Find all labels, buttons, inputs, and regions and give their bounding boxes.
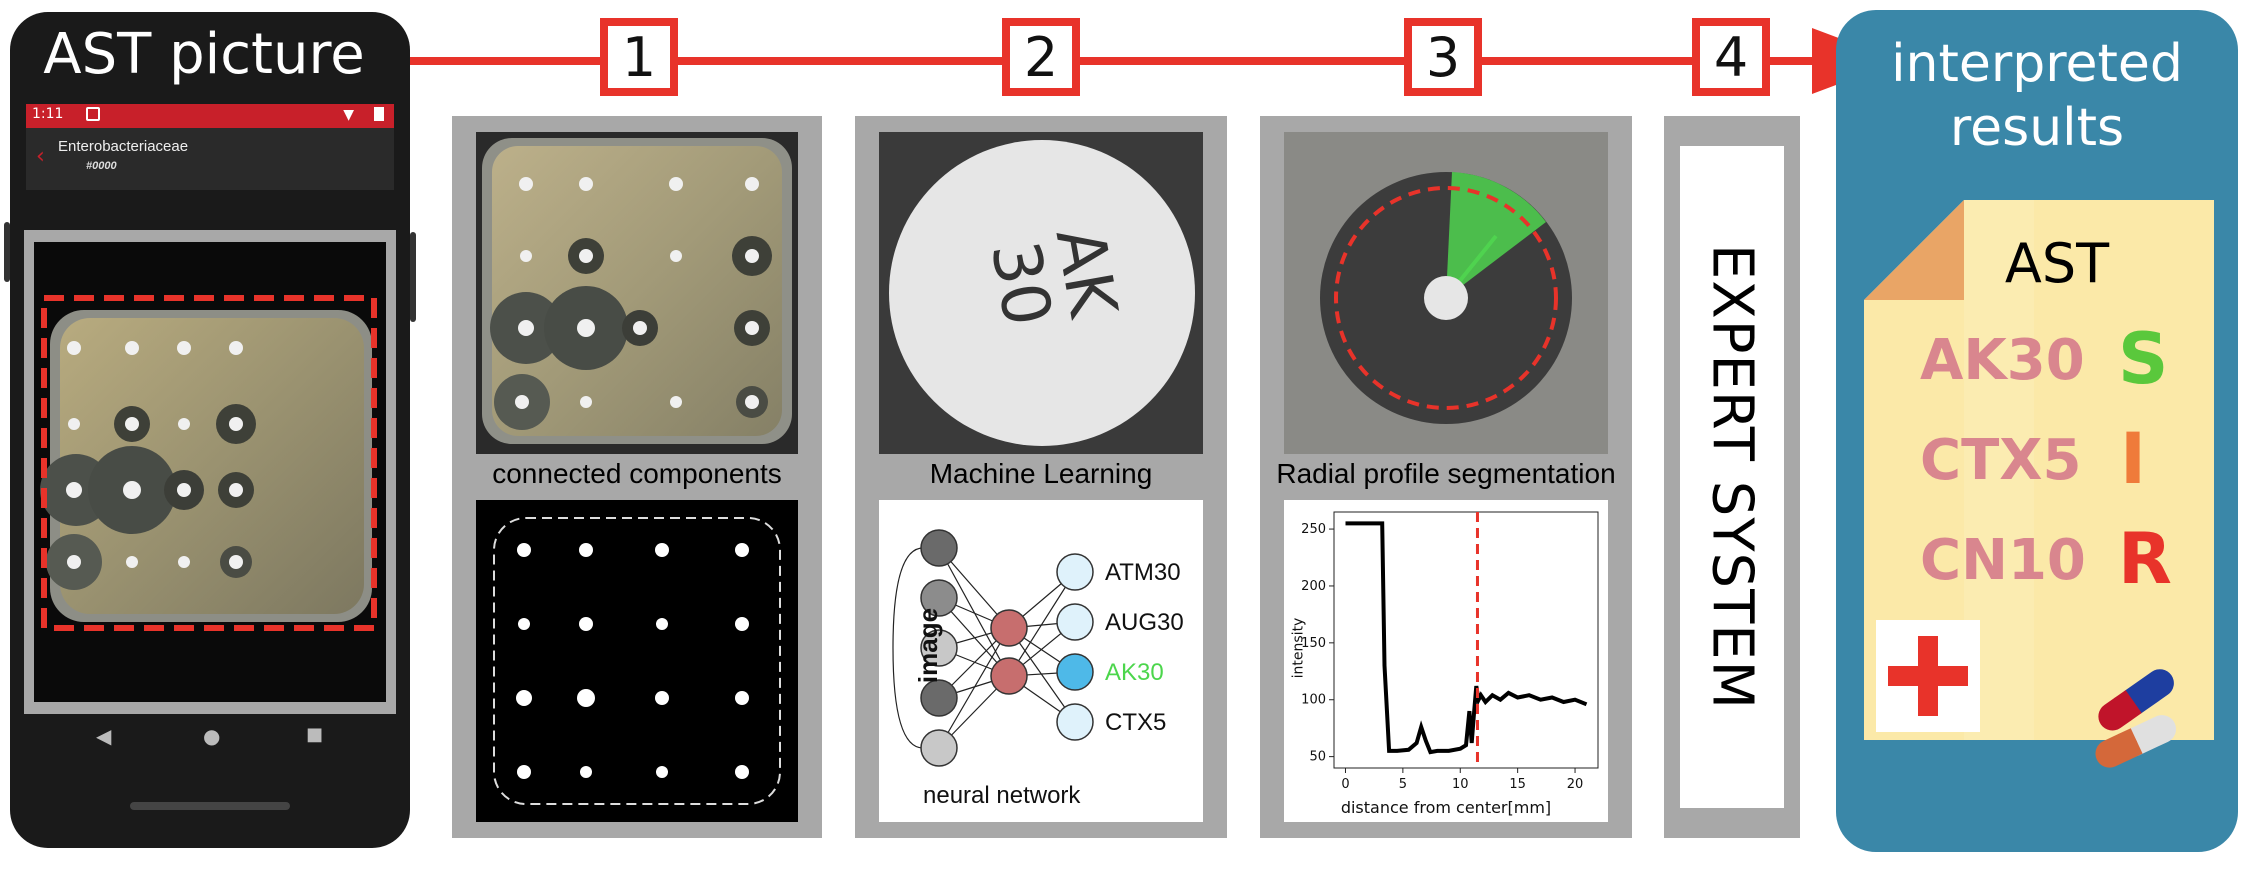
panel-radial-profile: Radial profile segmentation 0 5 10 15 20 50 10… xyxy=(1260,116,1632,838)
input-node xyxy=(920,529,958,567)
expert-system-box xyxy=(1680,146,1784,808)
binary-mask-image xyxy=(476,500,798,822)
output-node xyxy=(1056,703,1094,741)
step-3-label: 3 xyxy=(1425,25,1461,89)
pill-capsules-icon xyxy=(2095,669,2177,768)
input-node xyxy=(920,579,958,617)
y-tick-label: 150 xyxy=(1301,636,1326,651)
expert-system-label: EXPERT SYSTEM xyxy=(1699,244,1765,710)
x-tick-label: 20 xyxy=(1567,777,1584,792)
nav-back-button[interactable]: ◀ xyxy=(96,724,112,748)
status-bar: 1:11 ▼ xyxy=(26,104,394,128)
input-node xyxy=(920,629,958,667)
interpreted-results-card: interpreted results AST AK30 S CTX5 I CN… xyxy=(1836,10,2238,852)
back-icon[interactable]: ‹ xyxy=(36,144,45,169)
camera-viewport xyxy=(34,242,386,702)
report-document xyxy=(1864,200,2214,740)
result-value-r: R xyxy=(2118,518,2172,600)
step-2-label: 2 xyxy=(1023,25,1059,89)
neural-network-diagram: image ATM30 AUG30 AK30 CTX5 neural netwo… xyxy=(879,500,1203,822)
medical-cross-icon xyxy=(1876,620,1980,732)
app-header: ‹ Enterobacteriaceae #0000 xyxy=(26,128,394,190)
results-title-line2: results xyxy=(1949,98,2125,158)
x-tick-label: 0 xyxy=(1341,777,1349,792)
hidden-node xyxy=(990,657,1028,695)
input-label: image xyxy=(913,607,944,684)
report-heading: AST xyxy=(2004,232,2110,295)
radial-profile-svg: 0 5 10 15 20 50 100 150 200 250 xyxy=(1301,511,1599,792)
y-tick-label: 200 xyxy=(1301,579,1326,594)
x-tick-label: 15 xyxy=(1509,777,1526,792)
wifi-icon: ▼ xyxy=(343,107,354,123)
output-label-ctx5: CTX5 xyxy=(1105,709,1167,736)
result-value-s: S xyxy=(2118,318,2169,400)
ast-picture-title: AST picture xyxy=(43,22,365,87)
results-title: interpreted results xyxy=(1836,32,2238,160)
phone-side-button xyxy=(410,232,416,322)
step-3-box: 3 xyxy=(1404,18,1482,96)
results-title-line1: interpreted xyxy=(1891,34,2183,94)
step-4-box: 4 xyxy=(1692,18,1770,96)
battery-icon xyxy=(374,107,384,121)
neural-network-svg xyxy=(892,529,1094,767)
y-tick-label: 50 xyxy=(1309,750,1326,765)
phone-side-button xyxy=(4,222,10,282)
disk-closeup: AK 30 xyxy=(879,132,1203,454)
result-value-i: I xyxy=(2120,418,2147,500)
plot-frame xyxy=(1333,511,1599,769)
disk-label-line2: 30 xyxy=(976,235,1067,332)
step-2-box: 2 xyxy=(1002,18,1080,96)
intensity-line xyxy=(1345,521,1588,755)
phone-speaker xyxy=(130,802,290,810)
chart-y-label: intensity xyxy=(1290,617,1307,679)
notification-icon xyxy=(86,107,100,121)
radial-profile-chart: 0 5 10 15 20 50 100 150 200 250 distance from cen… xyxy=(1284,500,1608,822)
nav-home-button[interactable]: ● xyxy=(203,724,221,748)
panel-1-caption: connected components xyxy=(492,458,782,489)
plate-photo xyxy=(476,132,798,454)
result-name-cn10: CN10 xyxy=(1920,528,2086,593)
result-name-ak30: AK30 xyxy=(1920,328,2085,393)
y-tick-label: 100 xyxy=(1301,693,1326,708)
status-time: 1:11 xyxy=(32,106,64,122)
output-node xyxy=(1056,553,1094,591)
y-tick-label: 250 xyxy=(1301,522,1326,537)
phone-mockup: 1:11 ▼ ‹ Enterobacteriaceae #0000 xyxy=(4,12,416,848)
result-name-ctx5: CTX5 xyxy=(1920,428,2082,493)
ast-plate-photo xyxy=(40,295,377,631)
chart-x-label: distance from center[mm] xyxy=(1340,798,1552,817)
camera-frame xyxy=(24,230,396,714)
x-tick-label: 5 xyxy=(1399,777,1407,792)
header-title: Enterobacteriaceae xyxy=(58,138,189,155)
step-1-label: 1 xyxy=(621,25,657,89)
output-label-aug30: AUG30 xyxy=(1105,609,1184,636)
disk-zone-photo xyxy=(1284,132,1608,454)
output-label-ak30: AK30 xyxy=(1105,659,1164,686)
x-tick-label: 10 xyxy=(1452,777,1469,792)
step-1-box: 1 xyxy=(600,18,678,96)
panel-2-caption: Machine Learning xyxy=(929,458,1153,489)
nav-recent-button[interactable]: ■ xyxy=(306,724,324,745)
panel-connected-components: connected components xyxy=(452,116,822,838)
output-label-atm30: ATM30 xyxy=(1105,559,1181,586)
antibiotic-disk xyxy=(889,140,1195,446)
network-label: neural network xyxy=(923,782,1081,809)
hidden-node xyxy=(990,609,1028,647)
flow-line xyxy=(380,57,1870,65)
step-4-label: 4 xyxy=(1713,25,1749,89)
output-node-active xyxy=(1056,653,1094,691)
output-node xyxy=(1056,603,1094,641)
input-node xyxy=(920,679,958,717)
panel-3-caption: Radial profile segmentation xyxy=(1276,458,1616,489)
panel-machine-learning: AK 30 Machine Learning xyxy=(855,116,1227,838)
header-subtitle: #0000 xyxy=(86,160,117,172)
input-node xyxy=(920,729,958,767)
